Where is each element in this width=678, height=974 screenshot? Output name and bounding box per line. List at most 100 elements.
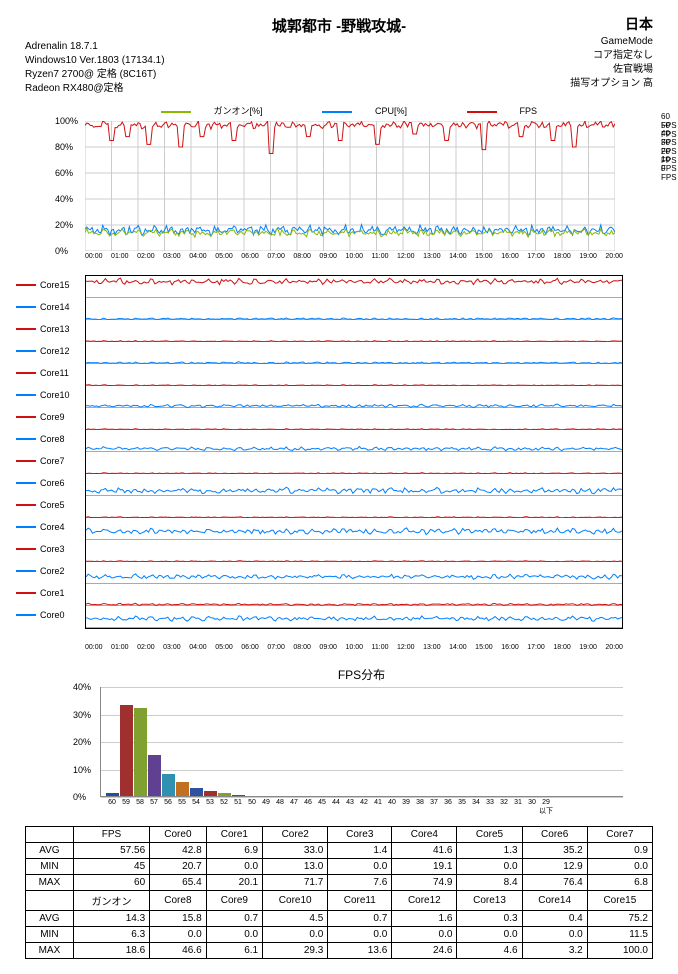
table-header: ガンオン [73,891,149,911]
y-tick: 100% [55,116,78,126]
header-right-lines: GameModeコア指定なし佐官戦場描写オプション 高 [570,35,653,91]
x-tick: 00:00 [85,644,103,651]
table-header: Core4 [392,827,457,843]
y-tick: 0% [73,792,86,802]
histogram-bar [120,705,133,796]
core-row: Core4 [86,518,622,540]
x-tick: 11:00 [372,253,389,260]
table-header: Core8 [150,891,206,911]
table-header: Core15 [587,891,652,911]
table-cell: AVG [26,911,74,927]
header-line: Windows10 Ver.1803 (17134.1) [25,54,653,68]
core-svg [86,452,622,474]
core-row: Core9 [86,408,622,430]
core-label: Core5 [16,500,65,510]
core-row: Core5 [86,496,622,518]
core-row: Core14 [86,298,622,320]
table-cell: 0.0 [457,927,522,943]
x-tick: 38 [413,799,427,816]
table-cell: 0.3 [457,911,522,927]
header: 城郭都市 -野戦攻城- 日本 GameModeコア指定なし佐官戦場描写オプション… [25,15,653,96]
x-tick: 60 [105,799,119,816]
core-row: Core0 [86,606,622,628]
x-tick: 16:00 [501,644,519,651]
table-cell: 46.6 [150,943,206,959]
core-label: Core9 [16,412,65,422]
x-tick: 43 [343,799,357,816]
table-cell: AVG [26,843,74,859]
cores-chart: Core15Core14Core13Core12Core11Core10Core… [85,275,623,629]
table-cell: 0.0 [263,927,328,943]
main-chart-legend: ガンオン[%] CPU[%] FPS [25,104,653,117]
core-svg [86,584,622,606]
table-cell: 20.1 [206,875,262,891]
x-tick: 01:00 [111,644,129,651]
table-cell: 7.6 [328,875,392,891]
x-tick: 13:00 [423,644,441,651]
region-label: 日本 [570,15,653,35]
table-cell: 0.0 [150,927,206,943]
x-tick: 46 [301,799,315,816]
header-line: Adrenalin 18.7.1 [25,40,653,54]
core-svg [86,298,622,320]
table-header: FPS [73,827,149,843]
x-tick: 02:00 [137,253,155,260]
x-tick: 03:00 [163,644,181,651]
histogram-title: FPS分布 [100,666,623,683]
legend-item: FPS [447,106,537,116]
core-svg [86,606,622,628]
core-svg [86,562,622,584]
main-chart: 100%80%60%40%20%0% 60 FPS50 FPS40 FPS30 … [85,121,623,260]
table-cell: 0.7 [328,911,392,927]
x-tick: 15:00 [475,253,493,260]
table-header: Core12 [392,891,457,911]
core-row: Core3 [86,540,622,562]
x-tick: 40 [385,799,399,816]
histogram-bars [101,687,246,796]
x-tick: 36 [441,799,455,816]
table-cell: 6.1 [206,943,262,959]
core-row: Core10 [86,386,622,408]
core-row: Core11 [86,364,622,386]
core-svg [86,496,622,518]
core-svg [86,364,622,386]
x-tick: 04:00 [189,253,207,260]
core-row: Core2 [86,562,622,584]
table-header: Core10 [263,891,328,911]
header-line: 描写オプション 高 [570,77,653,91]
x-tick: 55 [175,799,189,816]
x-tick: 30 [525,799,539,816]
table-cell: 1.6 [392,911,457,927]
x-tick: 09:00 [319,644,337,651]
x-tick: 19:00 [579,644,597,651]
core-svg [86,386,622,408]
x-tick: 01:00 [111,253,129,260]
core-svg [86,474,622,496]
table-cell: 19.1 [392,859,457,875]
table-cell: MAX [26,875,74,891]
y-tick: 40% [55,194,73,204]
x-tick: 20:00 [605,253,623,260]
core-label: Core14 [16,302,70,312]
histogram-bar [106,793,119,796]
x-tick: 00:00 [85,253,103,260]
histogram-bar [162,774,175,796]
x-tick: 15:00 [475,644,493,651]
x-tick: 39 [399,799,413,816]
table-header: Core3 [328,827,392,843]
table-cell: MAX [26,943,74,959]
x-tick: 34 [469,799,483,816]
x-tick: 11:00 [372,644,389,651]
x-tick: 13:00 [423,253,441,260]
x-tick: 57 [147,799,161,816]
table-header: Core14 [522,891,587,911]
table-cell: 24.6 [392,943,457,959]
x-tick: 42 [357,799,371,816]
x-tick: 16:00 [501,253,519,260]
x-tick: 45 [315,799,329,816]
y-tick: 40% [73,682,91,692]
x-tick: 54 [189,799,203,816]
histogram-bar [190,788,203,796]
header-line: GameMode [570,35,653,49]
x-tick: 56 [161,799,175,816]
